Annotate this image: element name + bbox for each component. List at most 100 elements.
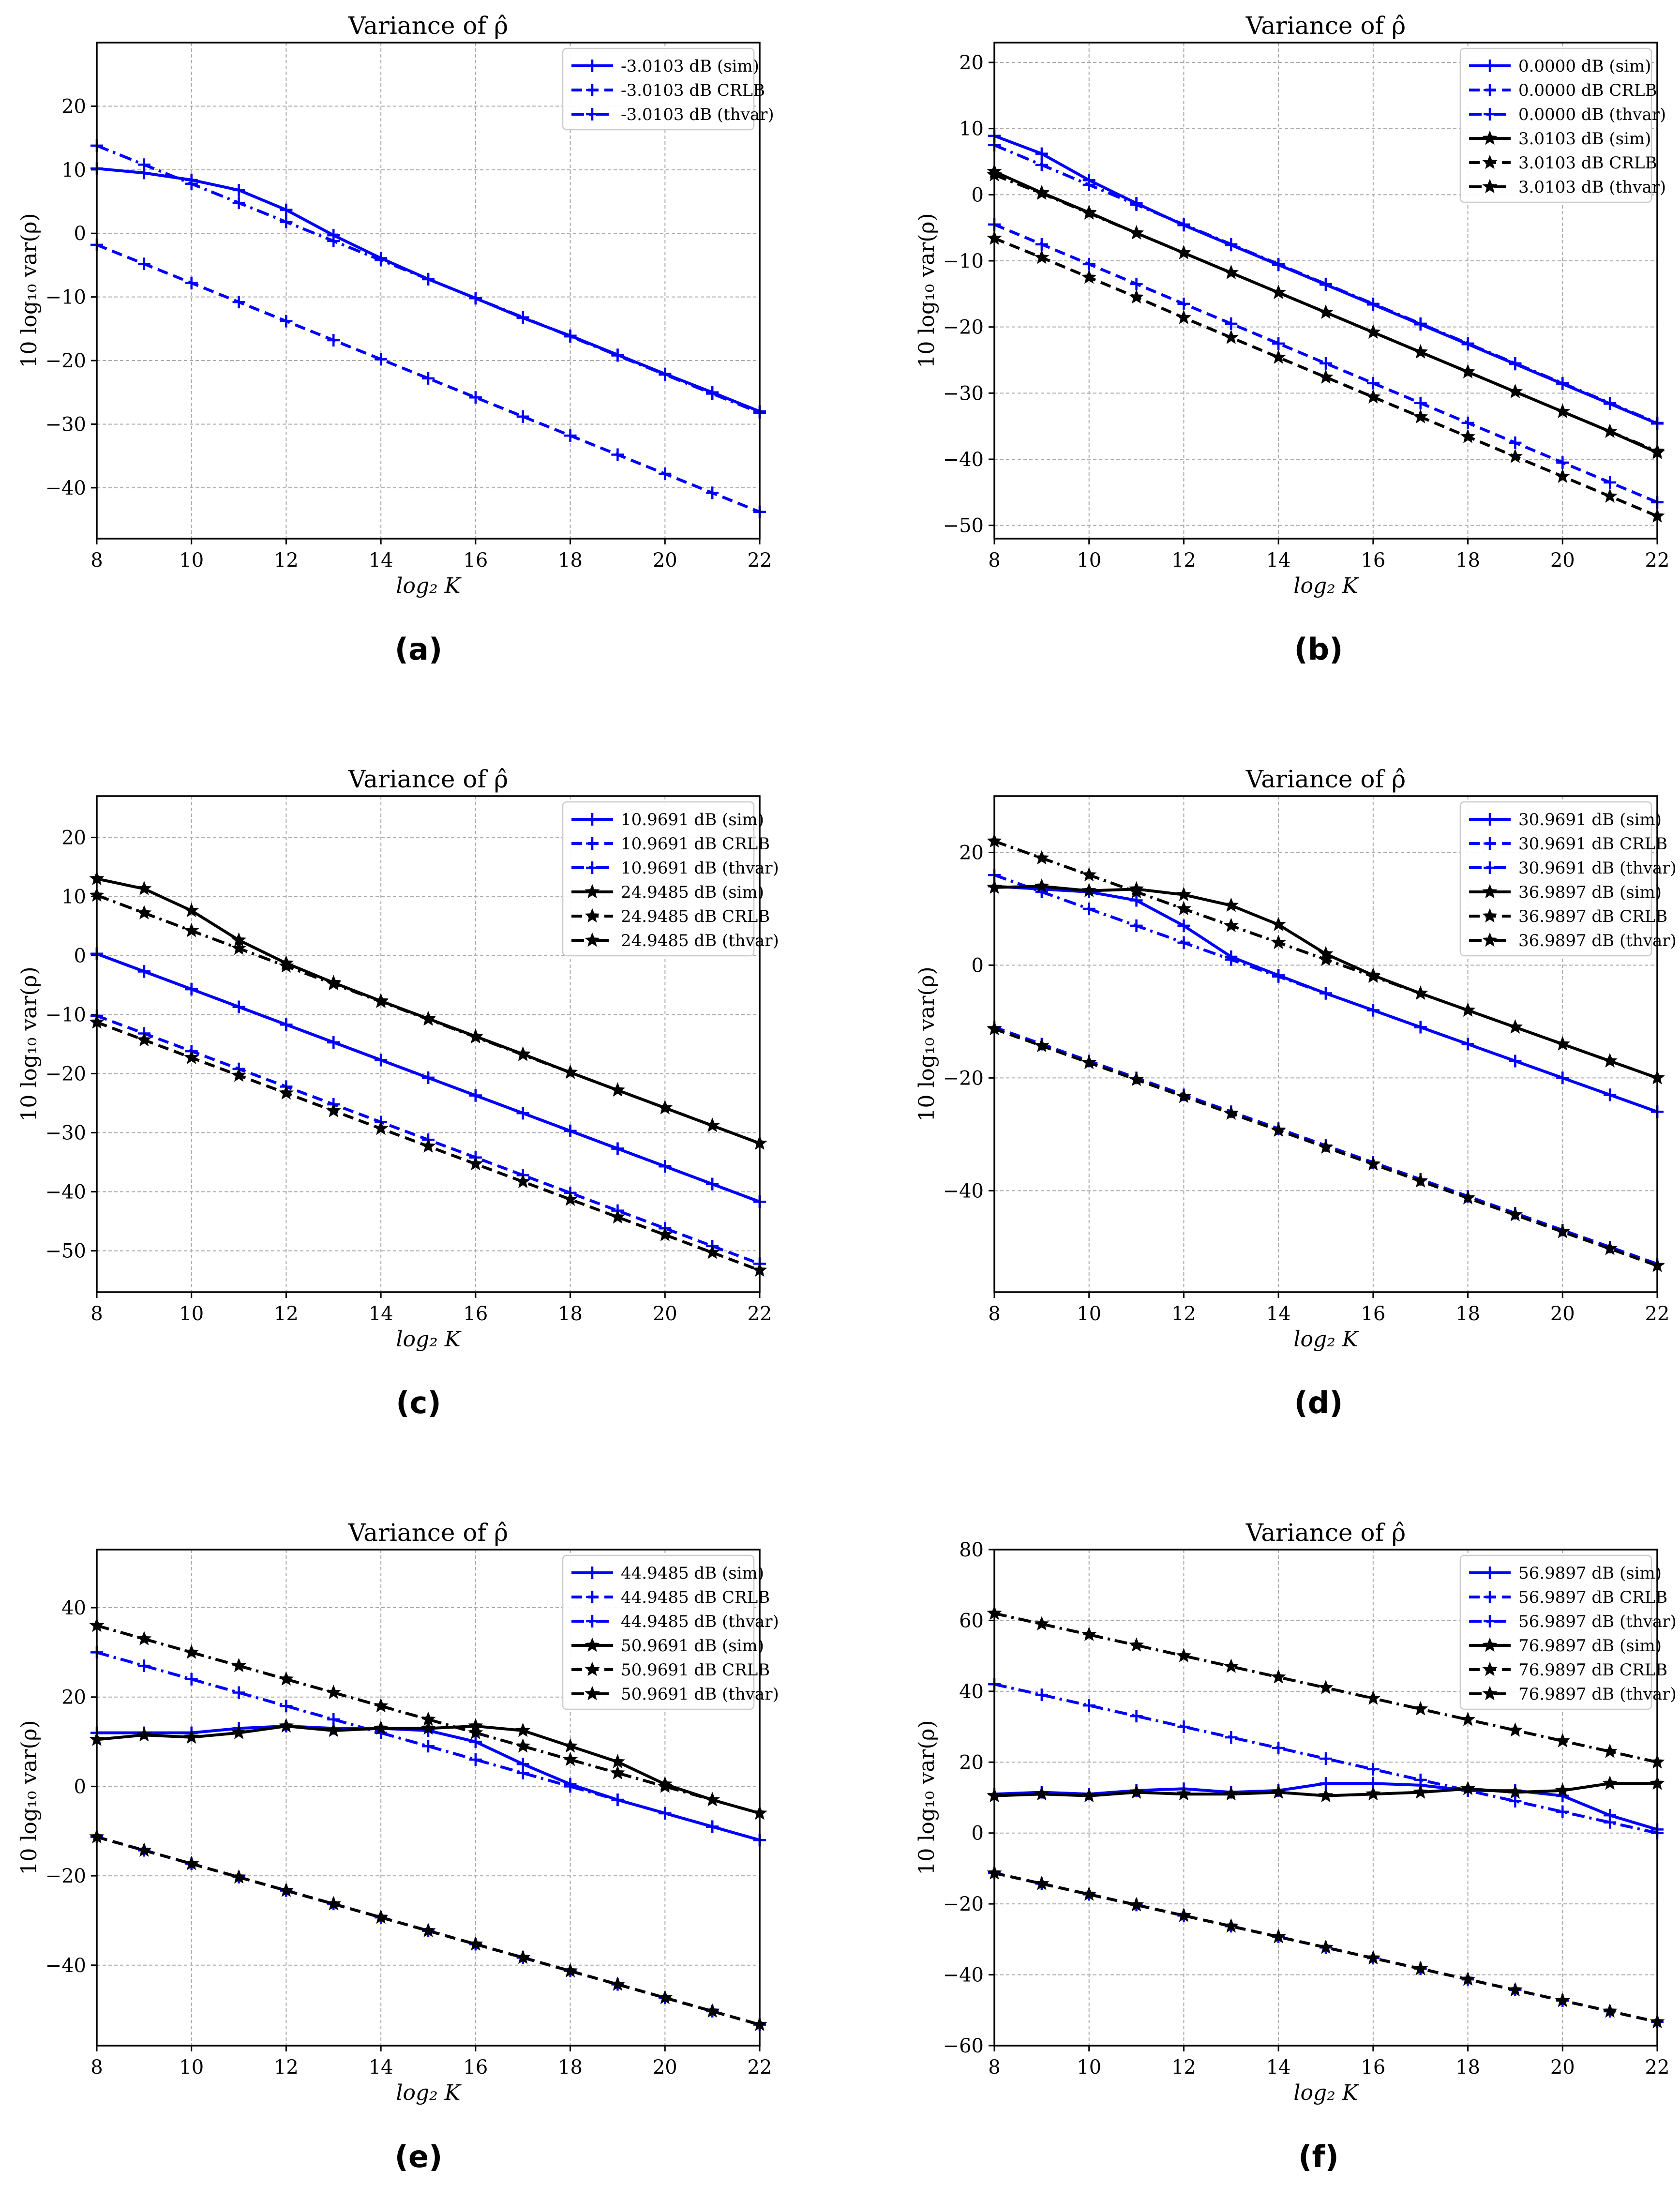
y-tick-label: −50: [943, 515, 984, 537]
legend-marker: [1484, 1615, 1496, 1627]
data-point: [1555, 1036, 1570, 1051]
data-point: [469, 292, 482, 305]
data-point: [1509, 1794, 1522, 1808]
legend-marker: [586, 1567, 599, 1579]
x-tick-label: 20: [653, 549, 677, 572]
data-point: [468, 1156, 483, 1171]
x-tick-label: 22: [1645, 549, 1670, 572]
data-point: [610, 1082, 626, 1097]
caption-c: (c): [396, 1385, 441, 1420]
data-point: [420, 1138, 436, 1153]
caption-e: (e): [394, 2139, 443, 2174]
data-point: [422, 1071, 435, 1085]
legend-marker: [586, 1615, 599, 1627]
data-point: [1223, 330, 1239, 344]
legend-label: 44.9485 dB (thvar): [621, 1612, 779, 1631]
legend-label: 36.9897 dB CRLB: [1518, 907, 1667, 926]
x-tick-label: 16: [463, 1303, 488, 1325]
data-point: [1461, 1038, 1474, 1051]
data-point: [564, 429, 577, 442]
x-tick-label: 14: [1266, 1303, 1291, 1325]
caption-f: (f): [1298, 2139, 1339, 2174]
legend-marker: [1484, 837, 1496, 850]
data-point: [280, 215, 293, 228]
legend-a: -3.0103 dB (sim) -3.0103 dB CRLB -3.0103 d…: [562, 47, 774, 131]
x-tick-label: 18: [558, 2056, 583, 2079]
data-point: [1602, 1775, 1618, 1790]
axes-frame: [96, 795, 761, 1293]
x-tick-label: 8: [988, 2056, 1000, 2079]
x-tick-label: 14: [1266, 2056, 1291, 2079]
data-point: [1035, 158, 1048, 171]
data-point: [185, 1673, 198, 1686]
data-point: [136, 881, 152, 895]
data-point: [1413, 1173, 1428, 1188]
data-point: [1460, 1780, 1476, 1795]
data-point: [705, 1792, 720, 1807]
data-point: [1272, 1742, 1285, 1754]
y-tick-label: −50: [45, 1240, 86, 1263]
data-point: [327, 1036, 340, 1049]
data-point: [515, 1949, 531, 1964]
data-point: [1035, 238, 1048, 251]
y-tick-label: −20: [943, 1893, 984, 1915]
data-point: [1365, 1786, 1381, 1801]
data-point: [1555, 1733, 1570, 1748]
legend-label: 24.9485 dB (sim): [621, 883, 764, 902]
legend-label: 30.9691 dB (thvar): [1518, 859, 1677, 878]
data-point: [516, 1107, 529, 1120]
data-point: [1081, 1627, 1097, 1641]
legend-marker: [1484, 60, 1496, 72]
data-point: [1318, 1139, 1334, 1154]
y-axis-label: 10 log₁₀ var(ρ): [17, 213, 42, 368]
data-point: [1177, 297, 1190, 310]
legend-label: 24.9485 dB CRLB: [621, 907, 770, 926]
data-point: [1366, 297, 1380, 310]
data-point: [562, 1751, 578, 1766]
data-point: [231, 1725, 247, 1739]
data-point: [1413, 409, 1428, 423]
series-line: [96, 1651, 760, 1842]
y-axis-label: 10 log₁₀ var(ρ): [915, 966, 939, 1121]
chart-title: Variance of ρ̂: [348, 12, 509, 40]
legend-marker: [1482, 130, 1498, 145]
data-point: [1461, 337, 1474, 350]
data-point: [611, 448, 624, 461]
x-tick-label: 16: [1361, 2056, 1385, 2079]
data-point: [1081, 867, 1097, 882]
data-point: [231, 940, 247, 955]
x-tick-label: 8: [988, 1303, 1000, 1325]
data-point: [1320, 277, 1332, 290]
x-tick-label: 10: [179, 2056, 204, 2079]
data-point: [232, 1686, 245, 1699]
data-point: [1176, 1088, 1192, 1103]
data-point: [1271, 1122, 1286, 1137]
y-tick-label: −40: [45, 477, 86, 499]
data-point: [232, 183, 245, 196]
data-point: [326, 1722, 341, 1737]
data-point: [1507, 384, 1523, 398]
data-point: [1223, 1658, 1239, 1673]
data-point: [1130, 894, 1143, 907]
data-point: [373, 994, 389, 1008]
chart-e: 8 10 12 14 16 18 20 22 −40 −20 0 20 40 Variance of ρ̂…: [17, 1519, 779, 2105]
x-tick-label: 12: [1171, 1303, 1196, 1325]
y-tick-label: −10: [45, 286, 86, 309]
data-point: [1130, 919, 1143, 932]
x-tick-label: 12: [1171, 549, 1196, 572]
data-point: [1461, 416, 1474, 429]
y-tick-label: 0: [74, 223, 86, 245]
data-point: [420, 1011, 436, 1026]
data-point: [1460, 1971, 1476, 1986]
series-d-5: [987, 833, 1665, 1085]
series-line: [993, 223, 1658, 504]
data-point: [1507, 1019, 1523, 1034]
data-point: [562, 1064, 578, 1079]
y-tick-label: 20: [61, 95, 86, 118]
x-tick-label: 22: [748, 2056, 772, 2079]
legend-marker: [1484, 813, 1496, 826]
data-point: [184, 922, 199, 937]
data-point: [659, 467, 672, 480]
x-tick-label: 22: [748, 1303, 772, 1325]
x-tick-label: 12: [274, 2056, 299, 2079]
